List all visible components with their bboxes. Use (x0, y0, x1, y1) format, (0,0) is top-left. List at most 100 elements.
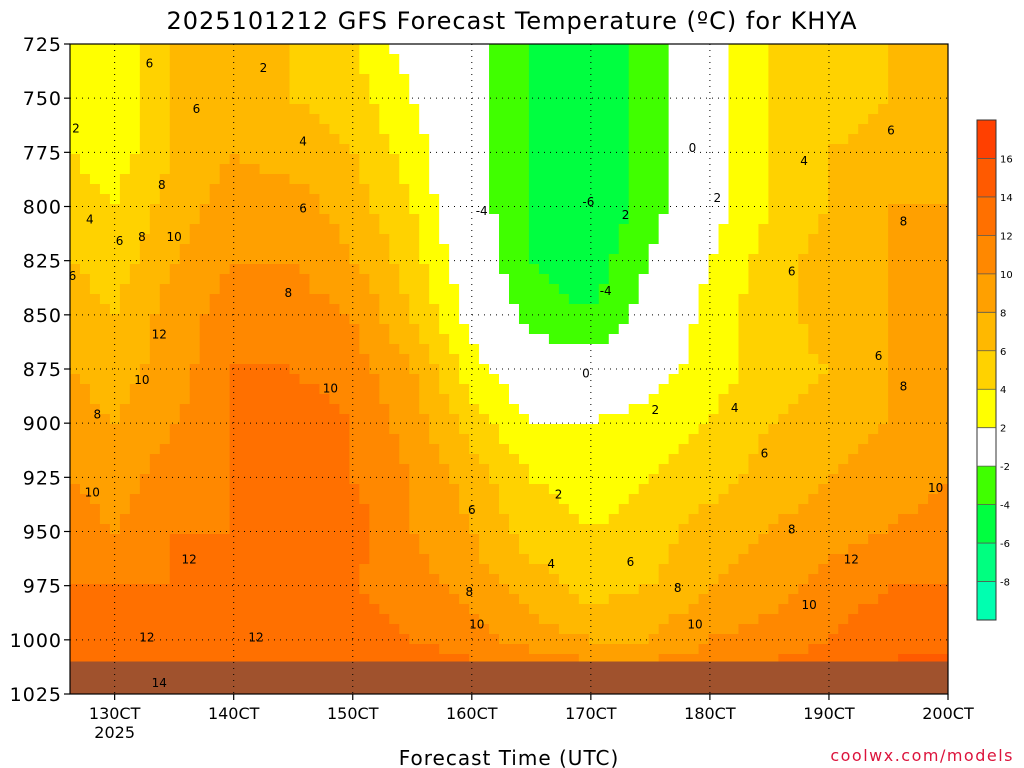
heat-cell (628, 324, 640, 335)
heat-cell (229, 394, 241, 405)
heat-cell (459, 424, 470, 435)
heat-cell (329, 494, 340, 505)
heat-cell (558, 54, 570, 65)
heat-cell (678, 304, 690, 315)
heat-cell (648, 544, 660, 555)
heat-cell (349, 254, 360, 265)
heat-cell (159, 134, 171, 145)
heat-cell (728, 184, 740, 195)
heat-cell (818, 114, 829, 125)
heat-cell (139, 504, 151, 515)
heat-cell (459, 244, 470, 255)
heat-cell (309, 354, 321, 365)
heat-cell (129, 554, 141, 565)
heat-cell (419, 154, 430, 165)
heat-cell (449, 284, 460, 295)
heat-cell (269, 94, 281, 105)
heat-cell (119, 444, 131, 455)
heat-cell (399, 234, 410, 245)
heat-cell (249, 554, 261, 565)
heat-cell (189, 474, 201, 485)
heat-cell (678, 514, 690, 525)
heat-cell (70, 404, 81, 415)
heat-cell (698, 224, 710, 235)
heat-cell (848, 194, 859, 205)
heat-cell (409, 94, 420, 105)
heat-cell (588, 354, 600, 365)
heat-cell (139, 164, 151, 175)
heat-cell (688, 254, 700, 265)
heat-cell (369, 294, 380, 305)
heat-cell (199, 514, 211, 525)
heat-cell (179, 594, 191, 605)
heat-cell (798, 174, 809, 185)
heat-cell (638, 274, 650, 285)
heat-cell (698, 574, 710, 585)
heat-cell (608, 554, 620, 565)
heat-cell (528, 454, 540, 465)
heat-cell (409, 584, 420, 595)
heat-cell (119, 334, 131, 345)
heat-cell (678, 224, 690, 235)
heat-cell (678, 394, 690, 405)
heat-cell (209, 584, 221, 595)
heat-cell (499, 264, 510, 275)
heat-cell (808, 54, 819, 65)
heat-cell (828, 304, 839, 315)
heat-cell (518, 104, 530, 115)
heat-cell (628, 554, 640, 565)
heat-cell (249, 164, 261, 175)
heat-cell (588, 484, 600, 495)
heat-cell (668, 404, 680, 415)
heat-cell (758, 164, 770, 175)
heat-cell (339, 464, 350, 475)
heat-cell (509, 544, 520, 555)
heat-cell (289, 224, 301, 235)
heat-cell (678, 584, 690, 595)
heat-cell (578, 274, 590, 285)
heat-cell (409, 574, 420, 585)
heat-cell (169, 324, 181, 335)
heat-cell (279, 514, 291, 525)
heat-cell (708, 184, 720, 195)
heat-cell (768, 244, 779, 255)
heat-cell (758, 524, 770, 535)
heat-cell (249, 134, 261, 145)
heat-cell (469, 284, 480, 295)
heat-cell (259, 284, 271, 295)
heat-cell (70, 544, 81, 555)
heat-cell (229, 444, 241, 455)
heat-cell (209, 524, 221, 535)
heat-cell (269, 134, 281, 145)
heat-cell (628, 384, 640, 395)
heat-cell (449, 404, 460, 415)
heat-cell (89, 354, 101, 365)
heat-cell (379, 474, 390, 485)
heat-cell (369, 414, 380, 425)
heat-cell (359, 104, 370, 115)
heat-cell (788, 194, 799, 205)
heat-cell (369, 154, 380, 165)
heat-cell (548, 184, 560, 195)
heat-cell (798, 574, 809, 585)
heat-cell (708, 524, 720, 535)
heat-cell (269, 394, 281, 405)
heat-cell (648, 564, 660, 575)
heat-cell (538, 114, 550, 125)
heat-cell (219, 354, 231, 365)
heat-cell (768, 184, 779, 195)
heat-cell (538, 394, 550, 405)
heat-cell (309, 394, 321, 405)
heat-cell (798, 404, 809, 415)
heat-cell (99, 164, 111, 175)
heat-cell (918, 224, 929, 235)
heat-cell (79, 574, 91, 585)
heat-cell (678, 254, 690, 265)
heat-cell (199, 424, 211, 435)
heat-cell (558, 294, 570, 305)
heat-cell (628, 274, 640, 285)
heat-cell (668, 254, 680, 265)
heat-cell (89, 174, 101, 185)
heat-cell (129, 74, 141, 85)
heat-cell (718, 424, 730, 435)
